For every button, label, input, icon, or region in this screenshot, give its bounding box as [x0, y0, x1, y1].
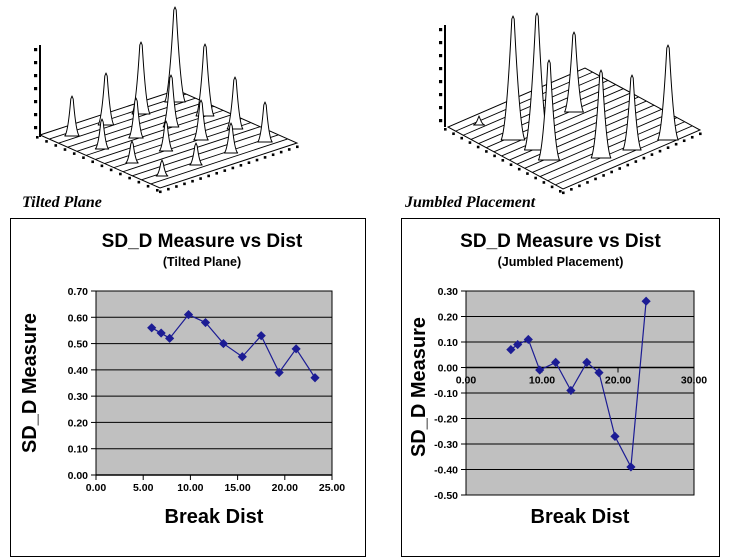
spike	[64, 95, 80, 137]
data-point-marker	[523, 334, 533, 345]
plane-edge-ticks	[444, 128, 702, 195]
y-axis: 0.30 0.20 0.10 0.00 -0.10 -0.20 -0.30 -0.40 -0.5…	[434, 286, 466, 502]
surface-plot-tilted-plane	[34, 6, 299, 194]
y-tick-label: 0.00	[68, 470, 89, 482]
y-tick-label: -0.10	[434, 388, 458, 400]
spike	[162, 74, 180, 128]
x-axis: 0.00 5.00 10.00 15.00 20.00 25.00	[86, 474, 345, 494]
data-point-marker	[641, 296, 651, 306]
spike	[164, 6, 186, 103]
x-tick-label: 10.00	[529, 375, 555, 387]
x-axis-title: Break Dist	[530, 506, 630, 528]
spike	[94, 118, 110, 150]
spike	[564, 31, 584, 113]
spike	[128, 97, 144, 139]
chart-title: SD_D Measure vs Dist	[101, 231, 303, 252]
data-point-marker	[237, 352, 247, 362]
caption-tilted-plane: Tilted Plane	[22, 194, 102, 211]
spike	[193, 99, 209, 141]
spike	[155, 159, 169, 177]
x-tick-label: 20.00	[272, 482, 298, 494]
y-tick-label: 0.10	[68, 444, 89, 456]
spike	[657, 44, 679, 141]
x-axis: 0.00 10.00 20.00 30.00	[456, 366, 707, 387]
chart-subtitle: (Tilted Plane)	[162, 255, 242, 269]
spike	[538, 59, 560, 161]
x-axis-title: Break Dist	[164, 506, 264, 528]
x-tick-label: 10.00	[177, 482, 203, 494]
spike	[226, 76, 244, 130]
spike	[97, 72, 115, 126]
y-tick-label: 0.20	[68, 417, 89, 429]
data-point-marker	[274, 367, 284, 378]
plane-edge-ticks	[36, 136, 299, 194]
y-tick-label: 0.30	[438, 286, 459, 298]
y-axis-title: SD_D Measure	[408, 316, 430, 458]
y-tick-label: 0.00	[438, 363, 459, 375]
spikes	[473, 12, 679, 161]
chart-panel-jumbled: SD_D Measure vs Dist (Jumbled Placement)…	[401, 218, 720, 557]
x-tick-label: 30.00	[681, 375, 707, 387]
caption-jumbled-placement: Jumbled Placement	[405, 194, 536, 211]
y-tick-label: 0.50	[68, 339, 89, 351]
x-tick-label: 5.00	[133, 482, 154, 494]
x-tick-label: 25.00	[319, 482, 345, 494]
chart-title: SD_D Measure vs Dist	[460, 231, 661, 252]
y-axis-title: SD_D Measure	[19, 312, 41, 454]
surface-plot-jumbled-placement	[439, 12, 702, 195]
y-tick-label: 0.20	[438, 312, 459, 324]
x-tick-label: 0.00	[86, 482, 107, 494]
y-tick-label: 0.30	[68, 391, 89, 403]
y-tick-label: -0.30	[434, 439, 458, 451]
chart-panel-tilted: SD_D Measure vs Dist (Tilted Plane) SD_D…	[10, 218, 366, 557]
vertical-axis	[439, 25, 446, 127]
spike	[473, 115, 485, 126]
vertical-axis	[34, 45, 41, 137]
plot-area	[96, 291, 332, 475]
data-point-marker	[310, 373, 320, 383]
y-tick-label: 0.10	[438, 337, 459, 349]
chart-plot-tilted: 0.70 0.60 0.50 0.40 0.30 0.20 0.10 0.000.00 5.00…	[68, 286, 346, 494]
spike	[195, 43, 215, 117]
y-tick-label: -0.40	[434, 465, 458, 477]
spikes	[64, 6, 273, 177]
y-tick-label: 0.70	[68, 286, 89, 298]
spike	[223, 122, 239, 154]
y-tick-label: 0.40	[68, 365, 89, 377]
spike	[257, 101, 273, 143]
y-axis: 0.70 0.60 0.50 0.40 0.30 0.20 0.10 0.00	[68, 286, 96, 482]
spike	[158, 120, 174, 152]
y-tick-label: -0.20	[434, 414, 458, 426]
x-tick-label: 20.00	[605, 375, 631, 387]
spike	[125, 140, 139, 164]
spike	[622, 74, 642, 151]
spike	[590, 69, 612, 159]
chart-plot-jumbled: 0.300.200.100.00-0.10-0.20-0.30-0.40-0.5…	[434, 286, 707, 502]
spike	[189, 142, 203, 166]
x-tick-label: 15.00	[224, 482, 250, 494]
chart-subtitle: (Jumbled Placement)	[497, 255, 624, 269]
x-tick-label: 0.00	[456, 375, 477, 387]
spike	[500, 15, 526, 141]
y-tick-label: -0.50	[434, 490, 458, 502]
data-point-marker	[566, 385, 576, 396]
y-tick-label: 0.60	[68, 312, 89, 324]
